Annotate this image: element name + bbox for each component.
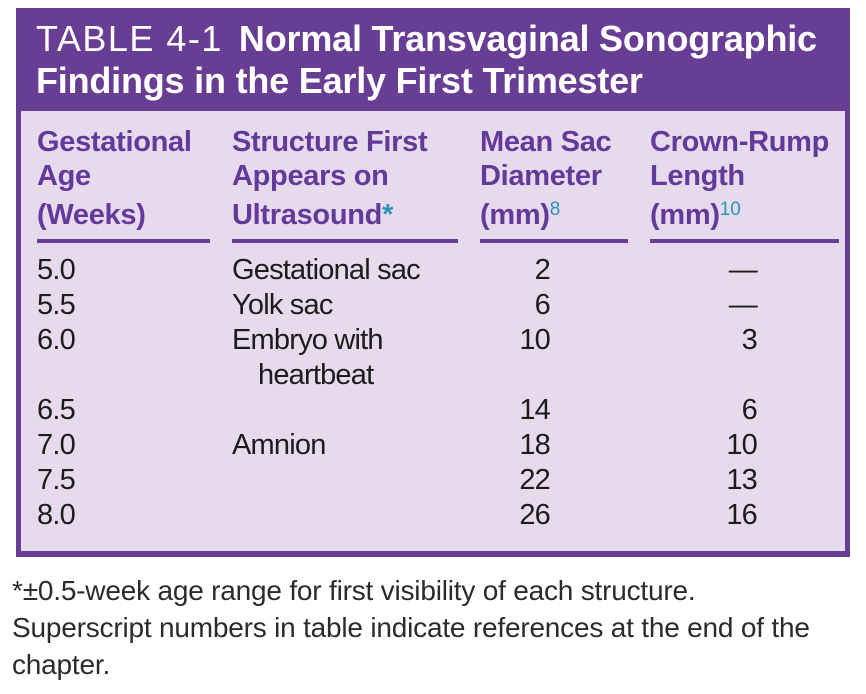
header-line: Age: [37, 160, 91, 192]
structure-line-2: heartbeat: [258, 359, 374, 391]
header-line-text: (Weeks): [37, 199, 146, 231]
header-line-text: (mm): [480, 199, 550, 231]
table-row: 6.5 14 6: [21, 393, 845, 428]
table-card: TABLE 4-1 Normal Transvaginal Sonographic…: [16, 8, 850, 557]
column-header-structure: Structure First Appears on Ultrasound*: [216, 111, 464, 243]
header-line: Ultrasound*: [232, 193, 458, 232]
header-line: Appears on: [232, 160, 389, 192]
structure-line-1: Embryo with: [232, 324, 384, 356]
table-row: 6.0 Embryo with heartbeat 10 3: [21, 323, 845, 393]
structure-line-1: Yolk sac: [232, 289, 333, 321]
table-row: 5.0 Gestational sac 2 —: [21, 243, 845, 288]
header-line: (mm)8: [480, 193, 628, 232]
cell-structure: Embryo with heartbeat: [216, 323, 464, 393]
reference-superscript: 8: [549, 199, 561, 220]
column-header-underline: Structure First Appears on Ultrasound*: [232, 125, 458, 243]
table-number: TABLE 4-1: [36, 18, 223, 59]
table-footnote: *±0.5-week age range for first visibilit…: [12, 572, 862, 683]
table-row: 5.5 Yolk sac 6 —: [21, 288, 845, 323]
cell-crown-rump-length: 16: [726, 499, 757, 531]
cell-mean-sac-diameter: 26: [519, 499, 550, 531]
cell-structure: Amnion: [216, 428, 464, 463]
column-header-gestational-age: Gestational Age (Weeks): [21, 111, 216, 243]
header-line: Length: [650, 160, 745, 192]
header-line: Gestational: [37, 126, 192, 158]
structure-line-1: Amnion: [232, 429, 326, 461]
cell-mean-sac-diameter: 10: [519, 324, 550, 356]
header-line: (Weeks): [37, 193, 210, 232]
header-line: Crown-Rump: [650, 126, 830, 158]
cell-gestational-age: 7.0: [37, 429, 76, 461]
cell-gestational-age: 5.0: [37, 254, 76, 286]
cell-mean-sac-diameter: 22: [519, 464, 550, 496]
cell-structure: [216, 498, 464, 533]
header-line-text: (mm): [650, 199, 720, 231]
reference-superscript: 10: [719, 199, 741, 220]
structure-line-1: Gestational sac: [232, 254, 421, 286]
column-header-underline: Crown-Rump Length (mm)10: [650, 125, 839, 243]
table-row: 7.5 22 13: [21, 463, 845, 498]
footnote-reference-note: Superscript numbers in table indicate re…: [12, 612, 810, 680]
cell-crown-rump-length: 3: [741, 324, 758, 356]
column-header-crown-rump-length: Crown-Rump Length (mm)10: [634, 111, 845, 243]
column-header-underline: Mean Sac Diameter (mm)8: [480, 125, 628, 243]
cell-mean-sac-diameter: 2: [534, 254, 551, 286]
cell-mean-sac-diameter: 14: [519, 394, 550, 426]
header-line: Mean Sac: [480, 126, 612, 158]
cell-structure: Yolk sac: [216, 288, 464, 323]
table-row: 7.0 Amnion 18 10: [21, 428, 845, 463]
cell-gestational-age: 7.5: [37, 464, 76, 496]
footnote-asterisk-note: *±0.5-week age range for first visibilit…: [12, 575, 696, 606]
cell-crown-rump-length: —: [728, 254, 758, 286]
cell-gestational-age: 6.0: [37, 324, 76, 356]
table-body-panel: Gestational Age (Weeks) Structure First …: [16, 111, 850, 557]
header-line: Diameter: [480, 160, 602, 192]
table-title-text: Normal Transvaginal Sonographic Findings…: [36, 18, 817, 101]
header-row: Gestational Age (Weeks) Structure First …: [21, 111, 845, 243]
cell-gestational-age: 5.5: [37, 289, 76, 321]
column-header-mean-sac-diameter: Mean Sac Diameter (mm)8: [464, 111, 634, 243]
cell-crown-rump-length: 10: [726, 429, 757, 461]
data-table: Gestational Age (Weeks) Structure First …: [21, 111, 845, 533]
cell-mean-sac-diameter: 6: [534, 289, 551, 321]
cell-structure: Gestational sac: [216, 243, 464, 288]
header-line: (mm)10: [650, 193, 839, 232]
header-line: Structure First: [232, 126, 428, 158]
header-line-text: Ultrasound: [232, 199, 383, 231]
cell-crown-rump-length: —: [728, 289, 758, 321]
table-title-bar: TABLE 4-1 Normal Transvaginal Sonographic…: [16, 8, 850, 111]
cell-gestational-age: 6.5: [37, 394, 76, 426]
cell-crown-rump-length: 13: [726, 464, 757, 496]
cell-structure: [216, 463, 464, 498]
table-row: 8.0 26 16: [21, 498, 845, 533]
asterisk-marker: *: [382, 199, 394, 231]
cell-gestational-age: 8.0: [37, 499, 76, 531]
cell-mean-sac-diameter: 18: [519, 429, 550, 461]
cell-crown-rump-length: 6: [741, 394, 758, 426]
cell-structure: [216, 393, 464, 428]
column-header-underline: Gestational Age (Weeks): [37, 125, 210, 243]
